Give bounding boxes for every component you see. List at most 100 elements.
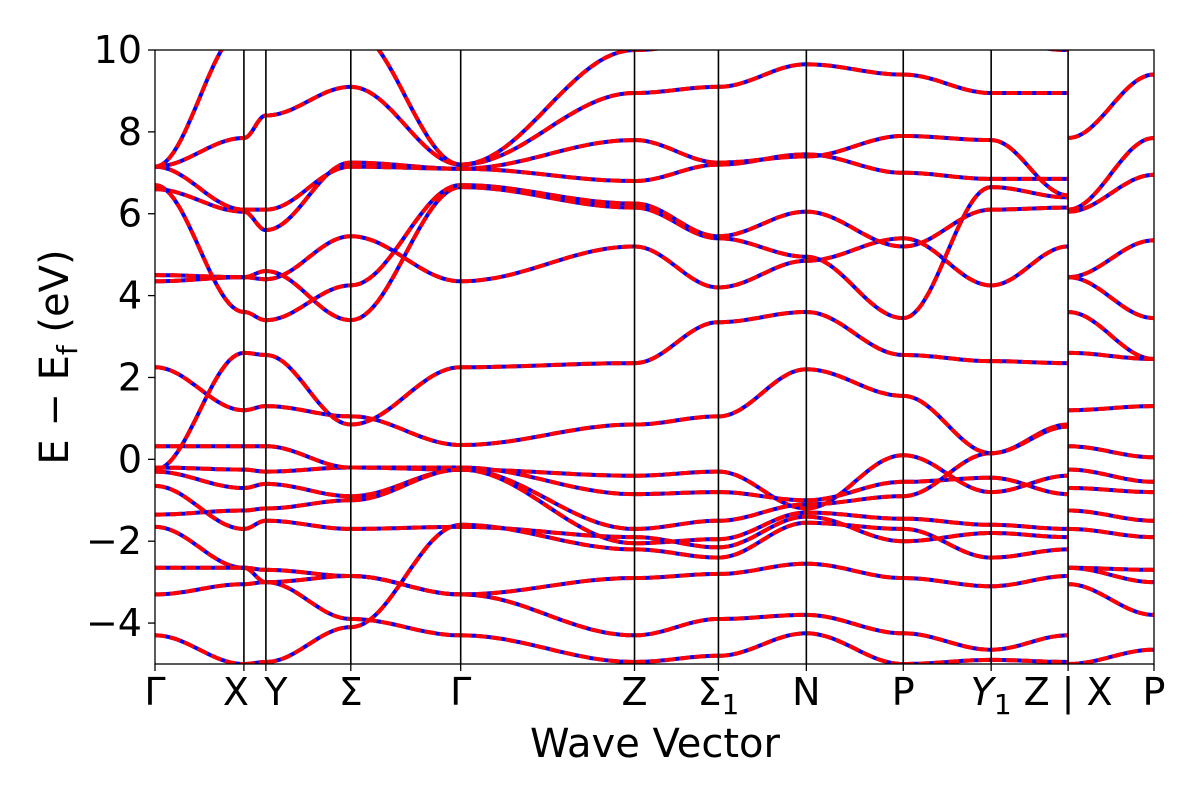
wannier-band-5-7 [634, 653, 719, 664]
wannier-band-3-11 [350, 234, 461, 284]
dft-band-5-14 [634, 162, 719, 183]
wannier-band-6-13 [718, 209, 807, 239]
wannier-band-8-11 [903, 236, 992, 288]
wannier-band-1-7 [243, 580, 266, 587]
wannier-band-5-12 [634, 205, 719, 241]
wannier-band-9-15 [991, 138, 1069, 198]
wannier-band-6-4 [718, 514, 807, 550]
wannier-band-4-13 [460, 183, 635, 206]
wannier-band-4-5 [460, 576, 635, 597]
dft-band-4-15 [460, 138, 635, 171]
wannier-band-7-9 [806, 367, 904, 398]
dft-band-2-3 [265, 498, 351, 511]
wannier-band-0-8 [155, 633, 244, 664]
wannier-band-2-11 [265, 234, 351, 282]
wannier-band-2-7 [265, 580, 351, 621]
wannier-band-6-11 [718, 258, 807, 290]
wannier-band-4-2 [460, 467, 635, 531]
wannier-band-10-11 [1067, 238, 1154, 280]
wannier-band-0-5 [155, 524, 245, 570]
wannier-band-5-11 [634, 244, 719, 290]
wannier-band-7-8 [806, 520, 904, 531]
dft-band-8-14 [903, 170, 992, 181]
wannier-band-9-3 [991, 522, 1069, 531]
dft-band-10-2 [1068, 444, 1154, 460]
wannier-band-7-12 [806, 254, 904, 321]
wannier-band-4-10 [460, 361, 635, 370]
dft-band-2-4 [265, 518, 351, 531]
wannier-band-6-12 [718, 236, 807, 259]
wannier-band-6-8 [718, 520, 807, 560]
dft-band-6-5 [718, 561, 807, 576]
wannier-band-1-16 [243, 113, 267, 140]
wannier-band-5-9 [634, 414, 719, 427]
dft-band-6-6 [718, 612, 807, 621]
wannier-band-1-14 [243, 209, 267, 233]
wannier-band-8-9 [903, 393, 992, 456]
wannier-band-7-1 [806, 479, 904, 503]
x-tick-label: Σ1 [698, 670, 740, 721]
dft-band-4-11 [460, 244, 635, 284]
wannier-band-10-13 [1067, 310, 1154, 361]
wannier-band-10-7 [1068, 582, 1154, 617]
wannier-band-5-8 [634, 547, 719, 560]
wannier-band-9-8 [991, 547, 1069, 560]
dft-band-8-5 [903, 576, 992, 589]
dft-band-10-9 [1068, 404, 1154, 413]
wannier-band-5-3 [634, 537, 719, 546]
bands-layer [155, 50, 1154, 664]
wannier-band-2-16 [265, 84, 351, 118]
wannier-band-6-9 [718, 367, 807, 419]
y-axis-label-main: E − E [32, 355, 78, 465]
x-axis-ticks: Γ X Y Σ Γ Z Σ1 N P Y1 Z | X P [144, 664, 1165, 721]
wannier-band-9-13 [991, 205, 1069, 212]
wannier-band-0-0 [155, 469, 244, 490]
wannier-band-10-14 [1067, 172, 1154, 214]
wannier-band-10-16 [1067, 72, 1154, 140]
wannier-band-1-4 [243, 518, 267, 531]
wannier-band-7-15 [806, 134, 904, 159]
wannier-band-3-13 [350, 183, 461, 288]
wannier-band-3-8 [350, 522, 461, 630]
wannier-band-3-2 [350, 465, 461, 472]
wannier-band-9-4 [991, 531, 1069, 540]
wannier-band-1-12 [243, 269, 267, 280]
dft-band-0-3 [155, 508, 244, 517]
dft-band-10-10 [1068, 350, 1154, 361]
wannier-band-2-14 [265, 160, 351, 233]
x-tick-label: Z [621, 670, 647, 714]
dft-band-8-3 [903, 516, 992, 527]
y-tick-label: 4 [118, 274, 142, 318]
wannier-band-3-10 [350, 365, 461, 427]
dft-band-6-10 [718, 310, 807, 325]
x-tick-label: Y1 [971, 670, 1012, 721]
y-axis-label-unit: (eV) [32, 249, 78, 345]
dft-band-0-12 [155, 273, 244, 280]
wannier-band-7-2 [806, 494, 904, 507]
dft-band-10-1 [1068, 467, 1154, 484]
dft-band-4-7 [460, 633, 635, 664]
wannier-band-8-2 [903, 451, 992, 499]
dft-band-8-4 [903, 531, 992, 544]
wannier-band-6-16 [718, 62, 807, 89]
wannier-band-0-17 [155, 50, 224, 169]
wannier-band-7-3 [806, 510, 904, 521]
x-tick-label: P [892, 670, 915, 714]
wannier-band-3-9 [350, 414, 461, 447]
wannier-band-8-16 [903, 72, 992, 95]
y-tick-label: −4 [86, 601, 142, 645]
x-tick-label: Z | X [1024, 670, 1113, 715]
wannier-band-9-12 [991, 185, 1069, 200]
wannier-band-4-4 [460, 524, 635, 540]
dft-band-10-4 [1068, 526, 1154, 540]
dft-band-2-2 [265, 444, 351, 470]
wannier-band-1-3 [243, 506, 266, 513]
wannier-band-3-6 [350, 574, 461, 597]
wannier-band-4-17 [460, 50, 635, 167]
wannier-band-5-16 [634, 84, 719, 95]
wannier-band-9-9 [991, 424, 1069, 456]
wannier-band-7-7 [806, 631, 904, 664]
x-tick-label: P [1143, 670, 1166, 714]
wannier-band-1-0 [243, 481, 266, 490]
wannier-band-0-4 [155, 483, 245, 531]
